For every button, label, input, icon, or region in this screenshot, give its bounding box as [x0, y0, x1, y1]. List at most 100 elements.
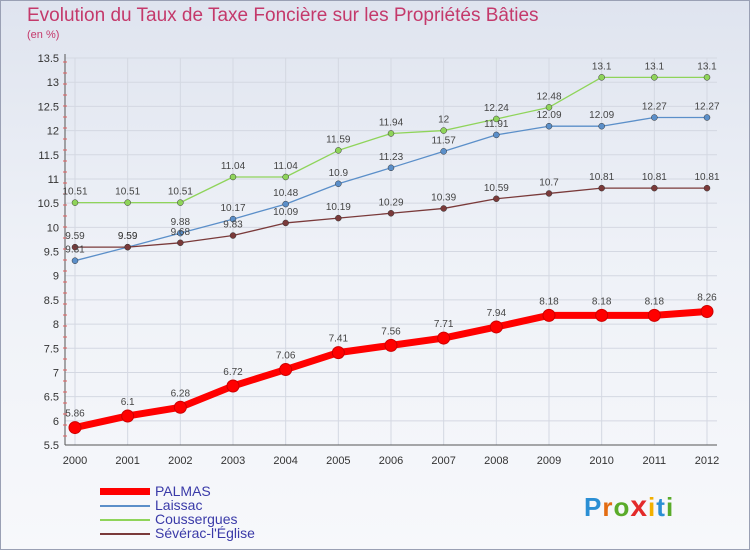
y-tick-label: 6 — [53, 416, 59, 428]
data-label: 11.23 — [379, 152, 404, 163]
data-label: 11.59 — [326, 134, 351, 145]
y-tick-label: 7 — [53, 367, 59, 379]
y-tick-label: 12.5 — [38, 101, 59, 113]
data-point — [700, 304, 714, 318]
data-label: 12.48 — [536, 91, 561, 102]
chart-title: Evolution du Taux de Taxe Foncière sur l… — [27, 5, 539, 26]
data-point — [703, 74, 711, 81]
data-label: 12.09 — [536, 110, 561, 121]
legend-swatch-palmas — [100, 488, 150, 495]
legend-label-coussergues: Coussergues — [155, 511, 238, 527]
logo-letter: t — [656, 492, 666, 522]
data-label: 7.06 — [276, 351, 296, 362]
data-point — [651, 74, 658, 81]
chart-subtitle: (en %) — [27, 29, 60, 41]
data-point — [598, 184, 605, 192]
data-label: 10.9 — [329, 168, 349, 179]
data-point — [177, 229, 184, 237]
data-label: 10.19 — [326, 202, 351, 213]
data-point — [387, 164, 395, 172]
data-point — [71, 199, 79, 206]
data-point — [331, 346, 345, 360]
x-tick-label: 2007 — [431, 455, 455, 467]
data-point — [387, 210, 395, 217]
data-label: 6.72 — [223, 367, 243, 378]
data-point — [545, 190, 553, 197]
x-tick-label: 2009 — [537, 455, 561, 467]
logo-letter: r — [602, 492, 614, 522]
data-label: 12.24 — [484, 103, 509, 114]
data-label: 13.1 — [645, 61, 665, 72]
data-label: 11.04 — [274, 161, 299, 172]
series-group — [68, 74, 714, 435]
data-label: 9.31 — [65, 245, 85, 256]
data-point — [384, 338, 398, 352]
y-axis-ticks: 5.5 6 6.5 7 7.5 8 8.5 9 9.5 10 10.5 11 11.5 12 12.5 13 1… — [38, 53, 59, 452]
data-point — [279, 363, 293, 377]
data-label: 10.48 — [273, 188, 298, 199]
data-point — [335, 147, 342, 154]
data-label: 10.39 — [431, 192, 456, 203]
data-point — [173, 400, 187, 414]
data-label: 10.51 — [62, 187, 87, 198]
y-tick-label: 9.5 — [44, 247, 59, 259]
data-point — [545, 104, 553, 111]
x-tick-label: 2003 — [221, 455, 245, 467]
data-label: 10.7 — [539, 177, 559, 188]
data-label: 10.81 — [642, 172, 667, 183]
data-label: 12.27 — [642, 102, 667, 113]
y-tick-label: 10.5 — [38, 198, 59, 210]
data-label: 9.83 — [223, 220, 243, 231]
data-point — [651, 114, 658, 121]
legend-swatch-coussergues — [100, 519, 150, 521]
data-label: 10.51 — [168, 187, 193, 198]
data-point — [282, 173, 289, 181]
data-point — [121, 409, 135, 423]
x-tick-label: 2012 — [695, 455, 719, 467]
x-tick-label: 2011 — [643, 455, 667, 467]
data-label: 6.1 — [121, 397, 135, 408]
data-label: 8.18 — [539, 296, 559, 307]
data-label: 10.51 — [115, 187, 140, 198]
logo-letter: i — [665, 492, 675, 522]
data-label: 10.59 — [484, 183, 509, 194]
data-point — [177, 199, 184, 206]
logo-letter: i — [648, 492, 657, 522]
data-label: 10.17 — [220, 203, 245, 214]
data-point — [71, 243, 79, 251]
data-label: 7.71 — [434, 319, 454, 330]
data-label: 7.41 — [329, 334, 349, 345]
legend-swatch-laissac — [100, 505, 150, 507]
data-point — [440, 148, 447, 155]
data-point — [493, 131, 500, 139]
x-tick-label: 2001 — [115, 455, 139, 467]
x-tick-label: 2005 — [326, 455, 350, 467]
data-point — [703, 114, 711, 121]
data-label: 13.1 — [697, 61, 717, 72]
grid — [65, 57, 717, 446]
legend-label-laissac: Laissac — [155, 497, 203, 513]
data-point — [598, 122, 605, 130]
data-point — [124, 243, 131, 251]
data-label: 12.27 — [694, 102, 719, 113]
data-label: 9.88 — [171, 217, 191, 228]
data-point — [226, 379, 240, 393]
data-point — [71, 257, 79, 264]
y-tick-label: 9 — [53, 271, 59, 283]
data-label: 8.26 — [697, 292, 717, 303]
y-tick-label: 11.5 — [38, 150, 59, 162]
data-point — [282, 219, 289, 227]
data-label: 7.94 — [487, 308, 507, 319]
x-tick-label: 2010 — [589, 455, 613, 467]
data-label: 9.59 — [118, 231, 138, 242]
data-point — [440, 127, 447, 134]
data-label: 11.91 — [484, 119, 509, 130]
logo-letter: x — [630, 490, 649, 523]
data-point — [124, 199, 131, 206]
data-point — [595, 308, 609, 322]
y-tick-label: 11 — [48, 174, 59, 186]
data-label: 8.18 — [592, 296, 612, 307]
data-point — [335, 180, 342, 188]
